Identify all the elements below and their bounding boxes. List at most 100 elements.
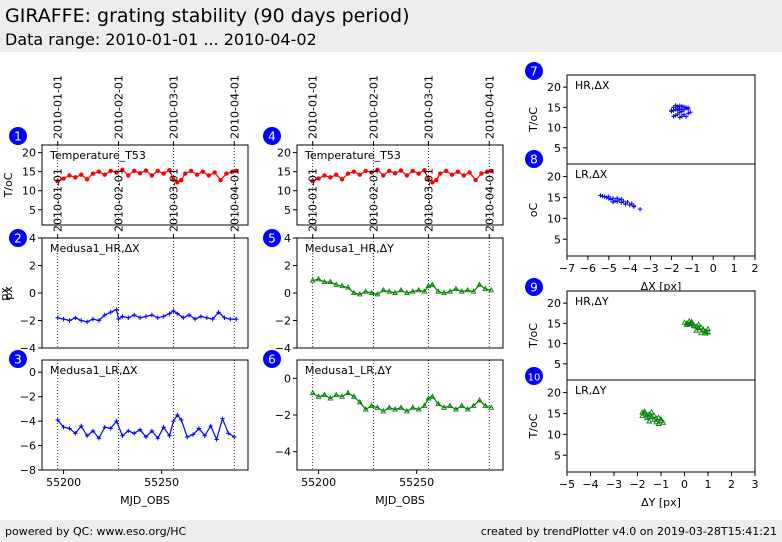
date-tick-label: 2010-04-01 [483,75,496,139]
badge-circle [525,62,543,80]
data-point [232,434,237,440]
y-axis-label: T/oC [527,323,540,349]
y-axis-label: T/oC [2,172,15,198]
data-point [392,406,399,412]
data-point [222,315,227,320]
data-point [671,105,676,110]
data-point [316,176,321,181]
data-point [102,312,107,318]
data-point [224,171,229,176]
y-tick-label: −2 [20,315,36,328]
data-point [430,180,435,185]
data-point [693,327,700,333]
y-tick-label: 5 [554,233,561,246]
data-point [155,436,160,441]
data-point [629,201,634,206]
data-point [230,169,235,174]
y-tick-label: 0 [29,287,36,300]
data-point [73,315,78,320]
x-tick-label: −4 [582,478,598,491]
data-point [452,285,459,291]
y-tick-label: 10 [547,122,561,135]
axes-frame [566,163,756,257]
data-point [455,169,461,174]
header: GIRAFFE: grating stability (90 days peri… [0,0,782,52]
y-tick-label: −6 [20,440,36,453]
data-point [679,107,685,112]
data-point [464,406,471,412]
data-point [171,177,176,182]
data-point [90,316,96,322]
series-label: Temperature_T53 [304,149,401,162]
y-tick-label: 0 [284,372,291,385]
y-tick-label: 5 [554,449,561,462]
data-point [120,314,125,319]
data-point [114,307,119,312]
chart-panel-8: 5 10 15 20 −7 −6 −5 −4 −3 −2 −1 0 1 2 ΔX [px] oC LR,ΔX 8 [525,150,759,293]
data-point [404,173,410,178]
data-point [90,171,96,176]
data-point [67,426,72,431]
series-label: LR,ΔX [575,168,608,181]
data-point [120,433,125,438]
data-point [604,195,609,200]
data-point [206,173,211,178]
series-label: HR,ΔX [575,79,610,92]
y-axis-label: T/oC [527,413,540,439]
y-tick-label: 20 [22,147,36,160]
data-point [175,180,180,185]
data-point [602,194,607,199]
y-tick-label: 4 [29,232,36,245]
data-point [669,107,674,113]
y-tick-label: −2 [275,409,291,422]
data-point [415,286,422,293]
data-point [479,171,484,176]
y-tick-label: 0 [29,366,36,379]
data-point [137,170,143,176]
data-point [374,404,381,410]
data-point [429,393,436,399]
data-point [114,170,119,175]
data-point [108,426,113,431]
data-point [114,418,119,424]
data-point [167,433,172,438]
y-tick-label: −4 [20,342,36,355]
data-point [226,431,231,436]
data-point [79,172,84,177]
y-tick-label: 5 [554,142,561,155]
data-point [368,289,375,296]
data-point [621,199,626,204]
axes-frame [296,359,504,471]
y-tick-label: 2 [29,260,36,273]
data-point [488,404,495,410]
x-tick-label: −4 [622,262,638,275]
y-tick-label: −4 [20,415,36,428]
data-point [55,315,60,320]
data-point [214,437,219,442]
data-point [339,282,346,289]
data-point [196,426,202,431]
chart-panel-4: 5 10 15 20 2010-01-01 2010-02-01 2010-03-01 201… [263,75,504,226]
data-point [443,168,449,174]
data-point [350,393,357,399]
y-tick-label: 15 [547,191,561,204]
data-point [143,434,149,440]
chart-panel-3: −8 −6 −4 −2 0 55200 55250 MJD_OBS Medusa1_LR,ΔX 3 [9,350,249,507]
y-tick-label: 10 [547,212,561,225]
data-point [333,281,340,287]
data-point [686,318,693,324]
data-point [334,172,339,177]
data-point [181,315,186,320]
x-tick-label: 2 [728,478,735,491]
date-tick-label: 2010-03-01 [422,168,435,232]
data-point [422,167,427,173]
data-point [96,318,102,323]
data-point [485,169,490,174]
y-tick-label: 15 [22,166,36,179]
badge-number: 2 [14,232,22,246]
data-point [610,199,616,205]
data-point [102,425,107,430]
y-axis-label: px [2,286,15,300]
badge-number: 1 [14,130,22,144]
